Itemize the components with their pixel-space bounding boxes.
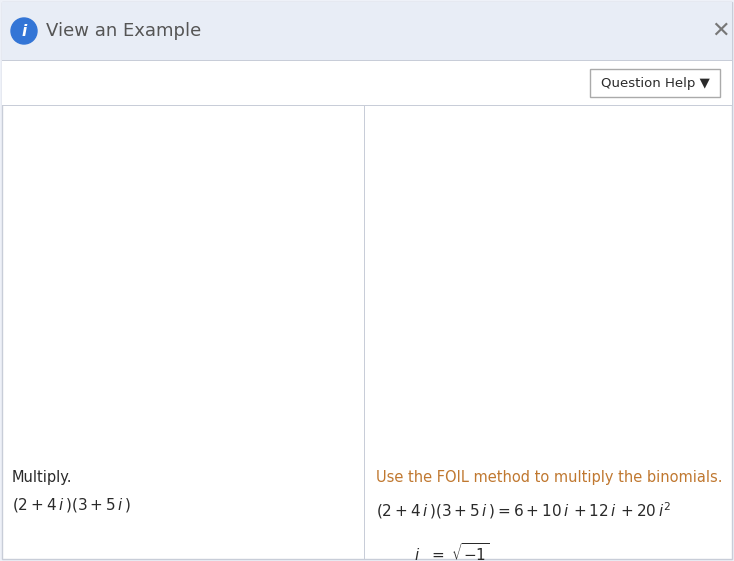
Text: Question Help ▼: Question Help ▼ bbox=[600, 76, 710, 90]
Text: Multiply.: Multiply. bbox=[12, 470, 73, 485]
Text: ✕: ✕ bbox=[711, 21, 730, 41]
Circle shape bbox=[11, 18, 37, 44]
Bar bbox=[2, 2, 732, 60]
Bar bbox=[2, 60, 732, 61]
Text: $(2+4\,i\,)(3+5\,i\,)$: $(2+4\,i\,)(3+5\,i\,)$ bbox=[12, 496, 131, 514]
Text: $i\ \ =\ \sqrt{-1}$: $i\ \ =\ \sqrt{-1}$ bbox=[414, 542, 490, 561]
Text: View an Example: View an Example bbox=[46, 22, 201, 40]
Bar bbox=[2, 61, 732, 105]
Text: Use the FOIL method to multiply the binomials.: Use the FOIL method to multiply the bino… bbox=[376, 470, 722, 485]
Text: i: i bbox=[21, 24, 26, 39]
Text: $(2+4\,i\,)(3+5\,i\,)=6+10\,i\,+12\,i\,+20\,i^2$: $(2+4\,i\,)(3+5\,i\,)=6+10\,i\,+12\,i\,+… bbox=[376, 500, 671, 521]
Bar bbox=[364, 105, 365, 559]
Bar bbox=[2, 105, 732, 106]
Bar bbox=[590, 69, 720, 97]
